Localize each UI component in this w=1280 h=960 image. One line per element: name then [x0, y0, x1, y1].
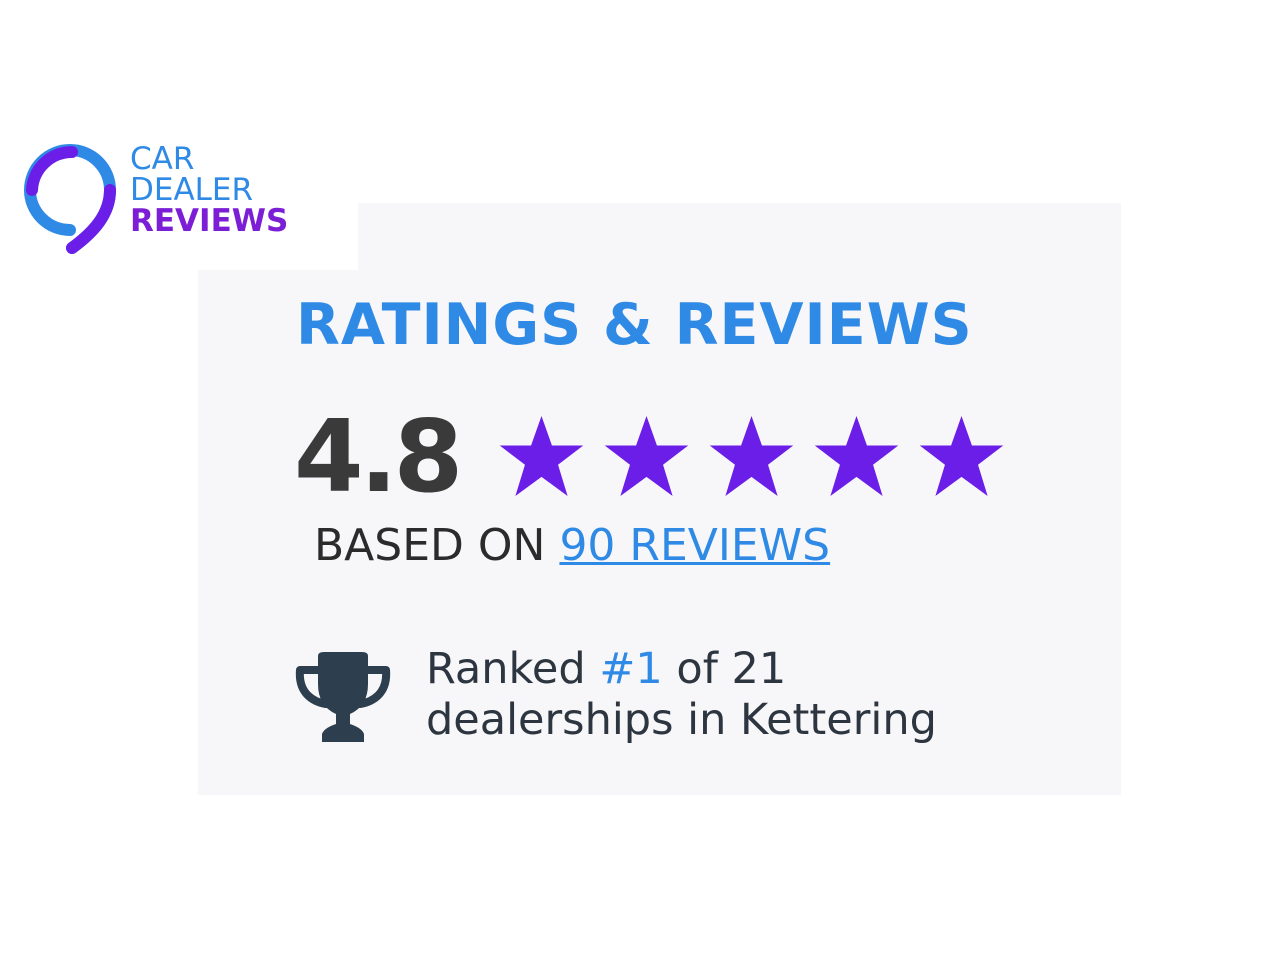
star-icon — [604, 415, 689, 497]
star-icon — [499, 415, 584, 497]
reviews-link[interactable]: 90 REVIEWS — [559, 520, 831, 571]
rating-score: 4.8 — [294, 398, 463, 515]
logo-line-dealer: DEALER — [130, 172, 254, 208]
logo-pin-icon — [24, 144, 117, 254]
widget-title: RATINGS & REVIEWS — [296, 292, 973, 358]
star-icon — [709, 415, 794, 497]
star-rating — [498, 414, 1005, 498]
logo-line-car: CAR — [130, 141, 195, 177]
based-on-text: BASED ON 90 REVIEWS — [314, 520, 830, 571]
trophy-icon — [292, 650, 394, 749]
rank-value: #1 — [599, 644, 663, 694]
star-icon — [919, 415, 1004, 497]
star-icon — [814, 415, 899, 497]
logo-line-reviews: REVIEWS — [130, 203, 289, 239]
rank-prefix: Ranked — [426, 644, 586, 694]
based-on-label: BASED ON — [314, 520, 546, 571]
ranking-text: Ranked #1 of 21 dealerships in Kettering — [426, 644, 937, 746]
rank-line2: dealerships in Kettering — [426, 695, 937, 745]
rank-suffix: of 21 — [676, 644, 787, 694]
